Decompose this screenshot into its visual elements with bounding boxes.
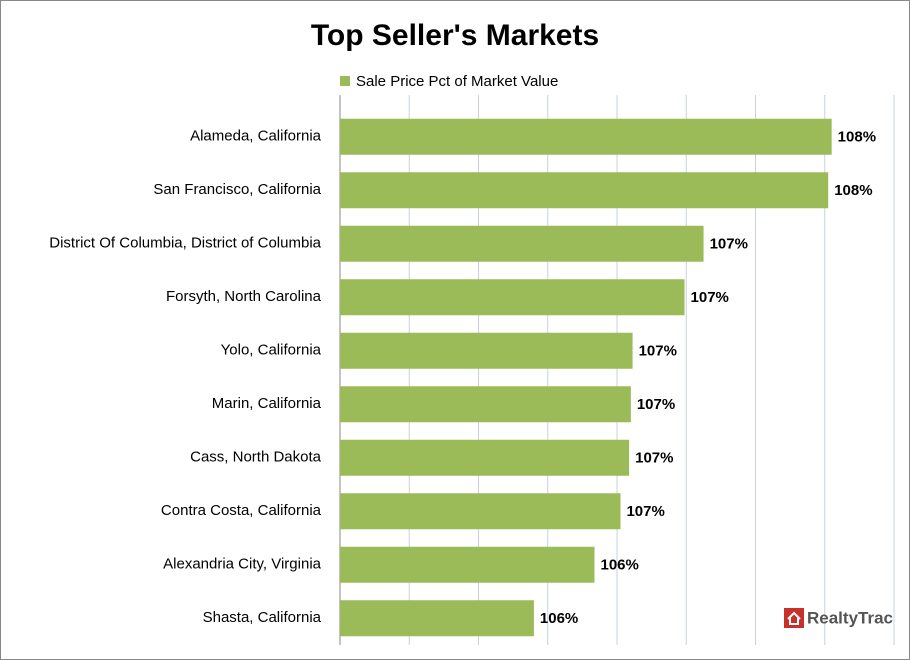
y-tick-label: District Of Columbia, District of Columb…	[49, 235, 321, 252]
bar	[340, 225, 704, 262]
y-tick-label: Cass, North Dakota	[190, 449, 322, 466]
chart-title: Top Seller's Markets	[311, 19, 599, 52]
bar	[340, 439, 630, 476]
logo: RealtyTrac	[784, 608, 893, 628]
value-label: 107%	[691, 289, 729, 306]
value-label: 107%	[639, 343, 677, 360]
value-label: 107%	[635, 450, 673, 467]
y-tick-label: Contra Costa, California	[161, 502, 322, 519]
bar	[340, 118, 832, 155]
logo-house	[787, 611, 801, 625]
value-label: 108%	[834, 182, 872, 199]
value-label: 108%	[838, 129, 876, 146]
bar	[340, 172, 829, 209]
bar	[340, 600, 534, 637]
y-tick-label: Marin, California	[212, 395, 322, 412]
bar	[340, 386, 631, 423]
y-tick-label: Yolo, California	[221, 342, 322, 359]
y-tick-label: San Francisco, California	[153, 181, 321, 198]
bar	[340, 546, 595, 583]
value-label: 106%	[540, 610, 578, 627]
bar	[340, 493, 621, 530]
value-label: 107%	[626, 503, 664, 520]
value-label: 106%	[600, 557, 638, 574]
bar	[340, 279, 685, 316]
legend-label: Sale Price Pct of Market Value	[356, 73, 558, 90]
bar	[340, 332, 633, 369]
y-tick-label: Shasta, California	[203, 609, 322, 626]
legend-swatch	[340, 76, 350, 86]
logo-text: RealtyTrac	[807, 608, 893, 627]
value-label: 107%	[637, 396, 675, 413]
y-tick-label: Alexandria City, Virginia	[163, 556, 322, 573]
y-tick-label: Forsyth, North Carolina	[166, 288, 322, 305]
value-label: 107%	[710, 236, 748, 253]
y-tick-label: Alameda, California	[190, 128, 322, 145]
